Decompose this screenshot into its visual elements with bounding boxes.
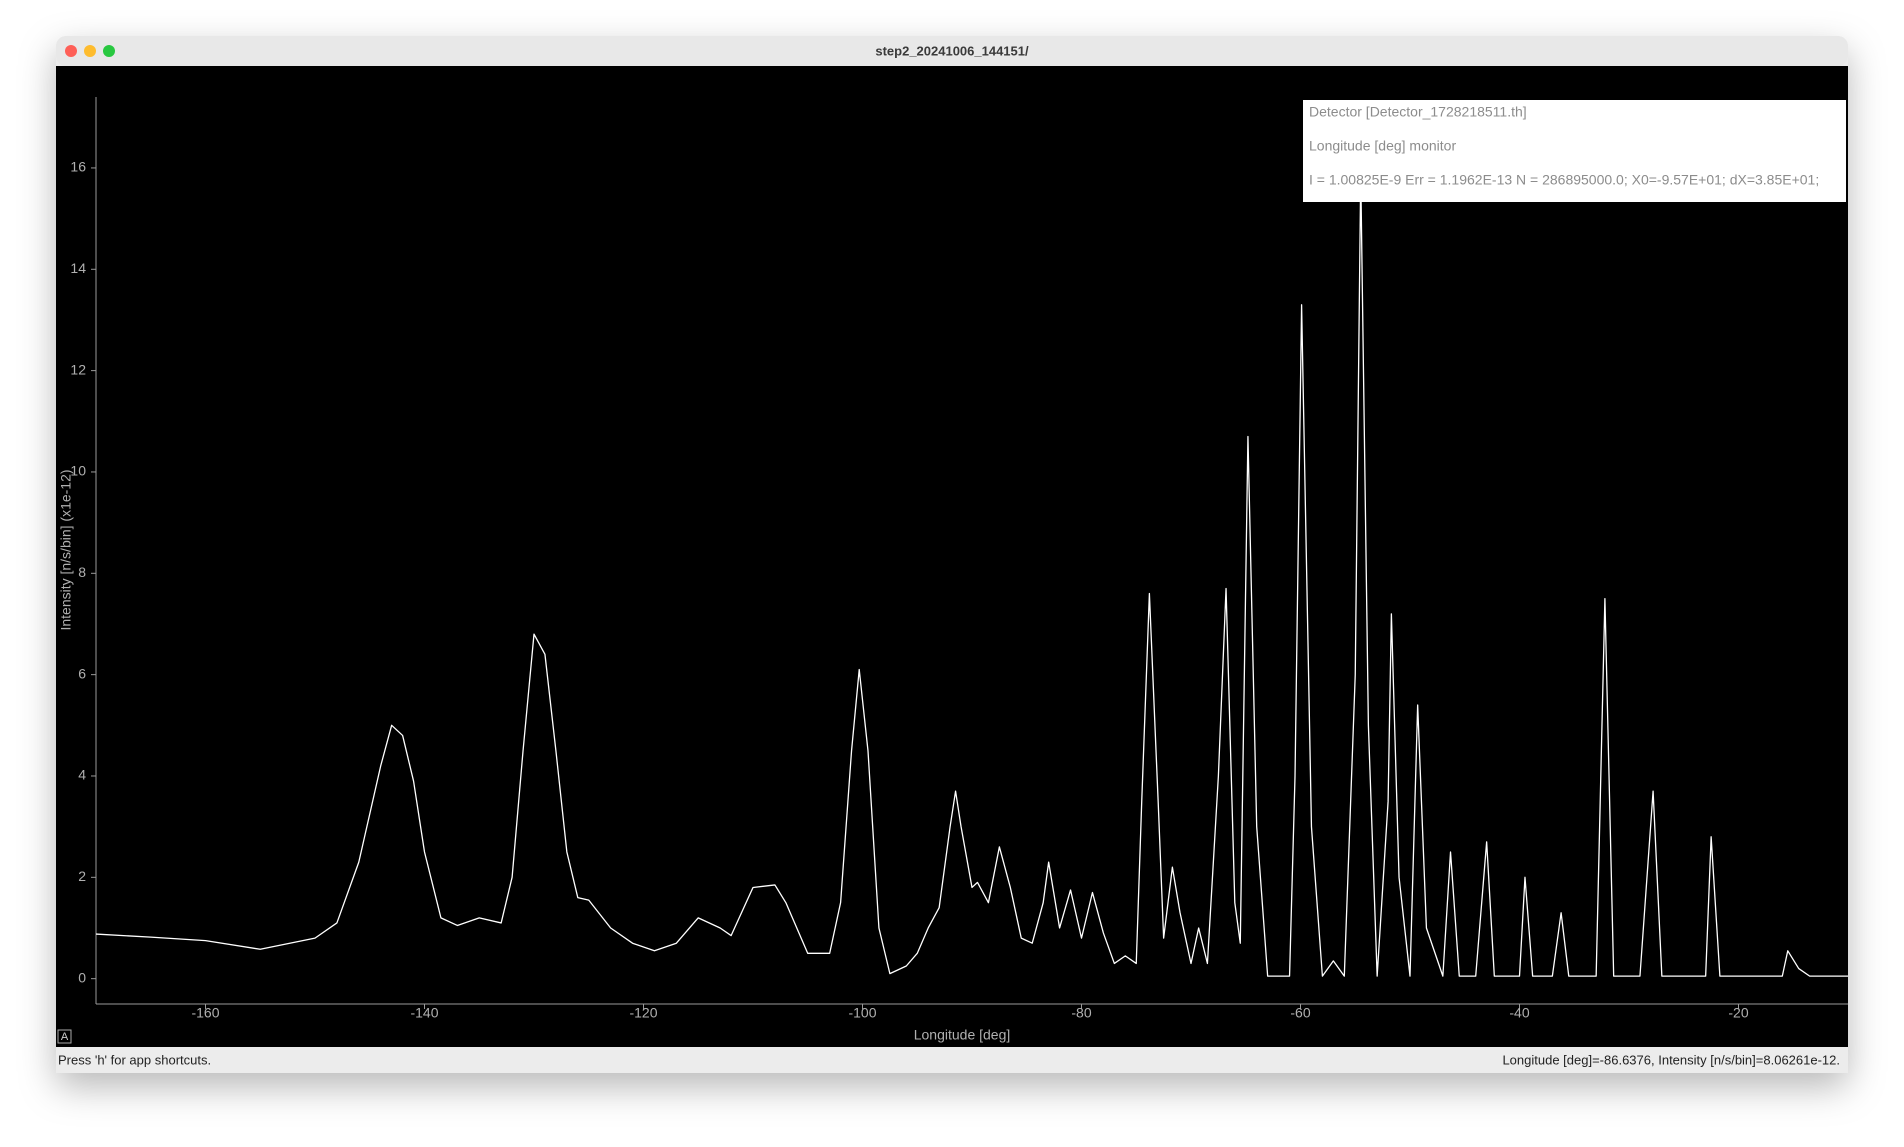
info-box <box>1303 100 1846 202</box>
status-right: Longitude [deg]=-86.6376, Intensity [n/s… <box>1502 1052 1840 1067</box>
y-tick-label: 6 <box>78 665 86 681</box>
window-title: step2_20241006_144151/ <box>875 43 1029 58</box>
plot-canvas <box>56 66 1848 1047</box>
y-tick-label: 4 <box>78 767 86 783</box>
x-tick-label: -20 <box>1728 1005 1748 1021</box>
y-axis-label: Intensity [n/s/bin] (x1e-12) <box>58 469 74 630</box>
x-tick-label: -80 <box>1071 1005 1091 1021</box>
status-bar <box>56 1047 1848 1073</box>
x-tick-label: -120 <box>629 1005 657 1021</box>
x-tick-label: -100 <box>848 1005 876 1021</box>
y-tick-label: 16 <box>70 159 86 175</box>
x-tick-label: -40 <box>1509 1005 1529 1021</box>
window: step2_20241006_144151/ Press 'h' for app… <box>56 36 1848 1073</box>
x-tick-label: -140 <box>410 1005 438 1021</box>
minimize-button[interactable] <box>84 45 96 57</box>
x-tick-label: -60 <box>1290 1005 1310 1021</box>
status-left: Press 'h' for app shortcuts. <box>58 1052 211 1067</box>
y-tick-label: 8 <box>78 564 86 580</box>
info-line: I = 1.00825E-9 Err = 1.1962E-13 N = 2868… <box>1309 172 1819 188</box>
x-tick-label: -160 <box>191 1005 219 1021</box>
info-line: Longitude [deg] monitor <box>1309 138 1456 154</box>
close-button[interactable] <box>65 45 77 57</box>
y-tick-label: 0 <box>78 969 86 985</box>
zoom-button[interactable] <box>103 45 115 57</box>
y-tick-label: 10 <box>70 463 86 479</box>
info-line: Detector [Detector_1728218511.th] <box>1309 104 1527 120</box>
corner-button[interactable]: A <box>61 1031 69 1043</box>
x-axis-label: Longitude [deg] <box>914 1027 1011 1043</box>
y-tick-label: 12 <box>70 361 86 377</box>
y-tick-label: 2 <box>78 868 86 884</box>
data-line <box>96 172 1848 977</box>
title-bar <box>56 36 1848 66</box>
corner-button-box[interactable] <box>57 1029 72 1044</box>
chart: 0 2 4 6 8 10 12 14 16 -160 -140 -120 -100 -80 -60 -40 -2… <box>58 97 1848 1043</box>
y-tick-label: 14 <box>70 260 86 276</box>
